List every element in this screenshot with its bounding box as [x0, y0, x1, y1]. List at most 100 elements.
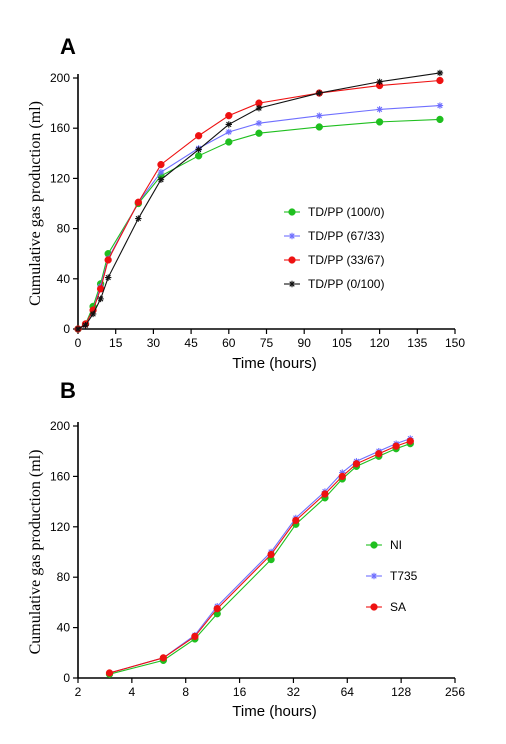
- series-td-pp-67-33-point-11: [376, 106, 383, 113]
- y-tick-label: 200: [50, 71, 70, 85]
- series-td-pp-33-67-point-12: [436, 76, 444, 85]
- x-tick-label: 8: [182, 685, 189, 699]
- x-tick-label: 75: [260, 336, 274, 350]
- series-td-pp-0-100-point-11: [376, 78, 383, 85]
- panel-a: A 0 15 30 45 60 75 90 105 120 135 150 0 40 80 120 160 200…: [27, 34, 465, 372]
- series-sa-point-5: [292, 516, 300, 525]
- series-td-pp-0-100-point-3: [97, 295, 104, 303]
- series-td-pp-33-67: [74, 76, 444, 333]
- x-tick-label: 256: [445, 685, 465, 699]
- y-tick-label: 200: [50, 419, 70, 433]
- legend-label: TD/PP (67/33): [308, 229, 384, 243]
- series-td-pp-100-0: [74, 115, 444, 333]
- legend-marker-point-3: [288, 280, 296, 288]
- legend-entry: NI: [366, 538, 402, 552]
- panel-label: B: [60, 378, 76, 403]
- series-sa-point-9: [375, 450, 383, 458]
- series-sa-point-2: [191, 632, 199, 641]
- series-td-pp-67-33-point-12: [436, 102, 444, 109]
- series-td-pp-0-100-point-2: [89, 310, 97, 318]
- legend-marker-point-1: [370, 572, 378, 580]
- legend-marker-point-2: [370, 603, 378, 611]
- x-axis-label: Time (hours): [232, 703, 316, 720]
- y-tick-label: 0: [63, 671, 70, 685]
- x-tick-label: 64: [341, 685, 355, 699]
- series-td-pp-0-100-point-7: [195, 146, 202, 153]
- series-td-pp-67-33-point-10: [316, 112, 323, 119]
- series-td-pp-0-100-line: [77, 72, 440, 330]
- series-sa-point-3: [213, 605, 221, 613]
- series-td-pp-67-33-point-8: [225, 128, 232, 136]
- legend-label: T735: [390, 569, 418, 583]
- x-tick-label: 105: [332, 336, 352, 350]
- series-sa: [105, 437, 414, 677]
- series-td-pp-0-100-point-8: [225, 121, 232, 128]
- panel-b: B 2 4 8 16 32 64 128 256 0 40 80 120 160 200 Time (hour…: [27, 378, 465, 720]
- series-sa-point-10: [392, 442, 400, 450]
- series-ni-line: [109, 443, 411, 675]
- series-td-pp-0-100-point-1: [82, 322, 89, 329]
- y-tick-label: 160: [50, 121, 70, 135]
- series-td-pp-0-100-point-0: [74, 325, 82, 333]
- series-td-pp-33-67-point-5: [134, 198, 142, 206]
- series-td-pp-0-100-point-12: [436, 69, 444, 77]
- series-td-pp-0-100: [74, 69, 444, 333]
- x-tick-label: 30: [147, 336, 161, 350]
- x-tick-label: 135: [407, 336, 427, 350]
- series-t735: [106, 435, 414, 677]
- x-tick-label: 2: [75, 685, 82, 699]
- series-t735-point-7: [339, 469, 346, 476]
- series-sa-point-4: [267, 550, 275, 559]
- series-td-pp-100-0-point-8: [225, 138, 233, 146]
- y-tick-label: 120: [50, 520, 70, 534]
- legend-entry: TD/PP (33/67): [284, 253, 384, 267]
- series-td-pp-33-67-point-6: [157, 160, 165, 169]
- legend-label: NI: [390, 538, 402, 552]
- x-tick-label: 16: [233, 685, 247, 699]
- series-td-pp-0-100-point-6: [157, 176, 165, 183]
- x-tick-label: 150: [445, 336, 465, 350]
- series-td-pp-100-0-point-10: [315, 123, 323, 131]
- series-td-pp-67-33-line: [77, 105, 440, 330]
- series-td-pp-67-33-point-9: [255, 119, 263, 127]
- legend-entry: TD/PP (100/0): [284, 205, 384, 219]
- legend-label: TD/PP (0/100): [308, 277, 384, 291]
- y-tick-label: 0: [63, 322, 70, 336]
- legend-marker-point-2: [288, 256, 296, 264]
- legend-marker-point-1: [288, 232, 296, 240]
- legend-marker-point-0: [370, 541, 378, 549]
- x-tick-label: 60: [222, 336, 236, 350]
- series-td-pp-67-33-point-6: [157, 168, 165, 176]
- y-tick-label: 80: [57, 570, 71, 584]
- legend-entry: SA: [366, 600, 406, 614]
- x-tick-label: 32: [287, 685, 301, 699]
- series-td-pp-33-67-point-7: [194, 132, 203, 140]
- series-t735-line: [109, 438, 411, 674]
- panel-label: A: [60, 34, 76, 59]
- x-tick-label: 120: [370, 336, 390, 350]
- series-td-pp-33-67-point-8: [225, 112, 233, 120]
- series-td-pp-0-100-point-4: [104, 274, 112, 281]
- legend-entry: TD/PP (0/100): [284, 277, 384, 291]
- series-td-pp-100-0-point-12: [436, 115, 444, 124]
- series-td-pp-33-67-line: [77, 79, 440, 330]
- series-td-pp-100-0-line: [77, 118, 440, 330]
- series-td-pp-0-100-point-5: [135, 215, 142, 222]
- y-tick-label: 120: [50, 171, 70, 185]
- y-tick-label: 160: [50, 469, 70, 483]
- series-td-pp-0-100-point-10: [316, 89, 323, 97]
- y-tick-label: 40: [57, 621, 71, 635]
- series-sa-point-0: [105, 669, 114, 677]
- x-tick-label: 90: [298, 336, 312, 350]
- legend-label: SA: [390, 600, 406, 614]
- y-tick-label: 40: [57, 272, 71, 286]
- y-axis-label: Cumulative gas production (ml): [27, 101, 44, 306]
- x-tick-label: 0: [75, 336, 82, 350]
- x-tick-label: 4: [129, 685, 136, 699]
- legend-marker-point-0: [288, 208, 296, 216]
- legend-label: TD/PP (33/67): [308, 253, 384, 267]
- x-tick-label: 15: [109, 336, 123, 350]
- legend-label: TD/PP (100/0): [308, 205, 384, 219]
- series-sa-point-6: [321, 490, 329, 498]
- series-sa-point-1: [159, 654, 168, 662]
